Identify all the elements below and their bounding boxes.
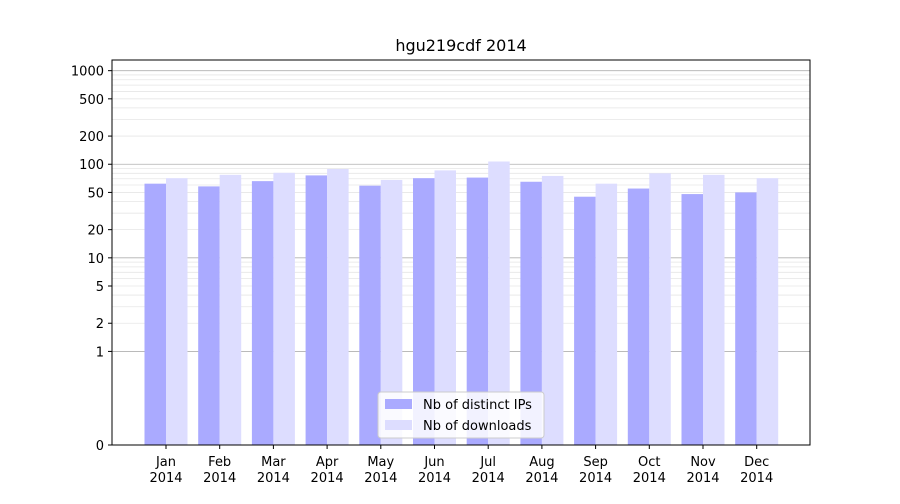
x-tick-label-year: 2014 <box>149 471 182 486</box>
x-tick-label-year: 2014 <box>418 471 451 486</box>
y-tick-label: 1 <box>96 345 104 360</box>
bar-distinct-ips <box>251 181 274 445</box>
x-tick-label-month: Feb <box>208 455 231 470</box>
y-tick-label: 50 <box>87 186 104 201</box>
x-tick-label-month: Mar <box>261 455 286 470</box>
bar-distinct-ips <box>413 178 435 445</box>
x-tick-label-year: 2014 <box>311 471 344 486</box>
bar-downloads <box>488 161 510 445</box>
x-tick-label-month: May <box>367 455 394 470</box>
bar-distinct-ips <box>681 194 703 445</box>
y-tick-label: 1000 <box>71 65 104 80</box>
x-tick-label-month: Oct <box>638 455 660 470</box>
x-tick-label-month: Apr <box>316 455 339 470</box>
y-tick-label: 5 <box>96 280 104 295</box>
bar-downloads <box>434 170 456 445</box>
y-tick-label: 100 <box>79 158 104 173</box>
legend-swatch <box>385 420 412 430</box>
x-tick-label-year: 2014 <box>686 471 719 486</box>
bar-distinct-ips <box>198 186 220 445</box>
y-axis: 0 1 2 5 10 20 50 100 200 500 1000 <box>71 65 112 454</box>
bar-downloads <box>327 168 349 445</box>
bar-downloads <box>541 175 564 445</box>
bar-distinct-ips <box>466 177 489 446</box>
legend: Nb of distinct IPs Nb of downloads <box>377 391 545 439</box>
x-tick-label-month: Aug <box>529 455 554 470</box>
x-axis: Jan2014Feb2014Mar2014Apr2014May2014Jun20… <box>149 445 773 486</box>
legend-label: Nb of distinct IPs <box>423 398 532 413</box>
bar-downloads <box>166 178 188 445</box>
legend-label: Nb of downloads <box>423 419 532 434</box>
x-tick-label-year: 2014 <box>257 471 290 486</box>
x-tick-label-month: Sep <box>583 455 608 470</box>
x-tick-label-year: 2014 <box>633 471 666 486</box>
plot-frame <box>111 59 811 446</box>
x-tick-label-month: Nov <box>690 455 716 470</box>
y-tick-label: 200 <box>79 130 104 145</box>
bar-distinct-ips <box>305 175 328 445</box>
x-tick-label-month: Jan <box>155 455 176 470</box>
legend-box <box>377 391 545 439</box>
x-tick-label-year: 2014 <box>364 471 397 486</box>
bar-distinct-ips <box>627 188 650 445</box>
bar-distinct-ips <box>574 196 596 445</box>
chart-title: hgu219cdf 2014 <box>395 36 526 55</box>
bar-downloads <box>273 172 295 445</box>
x-tick-label-month: Jun <box>423 455 444 470</box>
y-tick-label: 20 <box>87 224 104 239</box>
x-tick-label-year: 2014 <box>203 471 236 486</box>
x-tick-label-month: Dec <box>744 455 769 470</box>
y-tick-label: 0 <box>96 439 104 454</box>
bar-downloads <box>756 178 779 445</box>
bar-downloads <box>219 174 242 445</box>
bar-distinct-ips <box>520 181 542 446</box>
legend-swatch <box>385 399 412 409</box>
y-tick-label: 2 <box>96 317 104 332</box>
x-tick-label-year: 2014 <box>740 471 773 486</box>
x-tick-label-month: Jul <box>479 455 496 470</box>
x-tick-label-year: 2014 <box>525 471 558 486</box>
bar-downloads <box>703 174 725 445</box>
bar-downloads <box>380 179 403 445</box>
bars-layer <box>144 161 779 446</box>
bar-downloads <box>595 183 618 445</box>
x-tick-label-year: 2014 <box>472 471 505 486</box>
bar-downloads <box>649 173 671 445</box>
y-tick-label: 10 <box>87 252 104 267</box>
bar-distinct-ips <box>359 185 381 446</box>
bar-distinct-ips <box>735 192 757 445</box>
y-tick-label: 500 <box>79 93 104 108</box>
x-tick-label-year: 2014 <box>579 471 612 486</box>
bar-distinct-ips <box>144 183 166 445</box>
